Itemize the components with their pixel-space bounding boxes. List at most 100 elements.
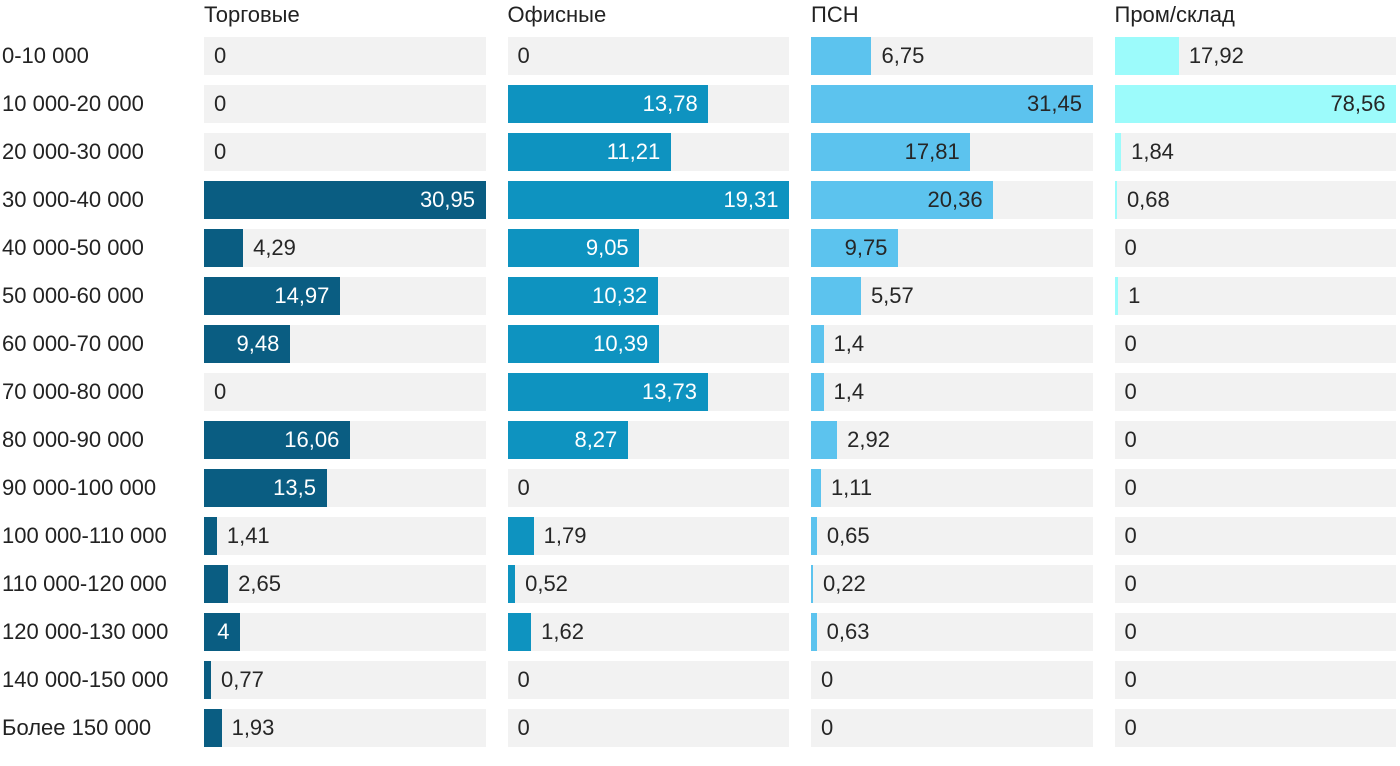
bar-fill <box>811 85 1093 123</box>
bar-track: 13,73 <box>507 373 789 411</box>
bar-fill <box>811 325 824 363</box>
bar-fill <box>507 421 629 459</box>
value-label: 16,06 <box>284 427 340 452</box>
bar-track: 1,62 <box>507 613 789 651</box>
bar-track: 10,39 <box>507 325 789 363</box>
bar-track: 16,06 <box>204 421 486 459</box>
bar-track: 1,41 <box>204 517 486 555</box>
bar-fill <box>811 229 899 267</box>
bar-track: 19,31 <box>507 181 789 219</box>
bar-fill <box>204 421 351 459</box>
value-label: 6,75 <box>881 43 925 68</box>
value-label: 0 <box>821 667 834 692</box>
bar-track: 1,4 <box>811 373 1093 411</box>
bar-track: 0 <box>811 661 1093 699</box>
column-header: Пром/склад <box>1114 2 1235 27</box>
row-label: 40 000-50 000 <box>2 235 144 260</box>
bar-track: 17,81 <box>811 133 1093 171</box>
column-header: Офисные <box>507 2 607 27</box>
value-label: 78,56 <box>1330 91 1386 116</box>
bar-fill <box>507 613 532 651</box>
bar-fill <box>507 133 671 171</box>
value-label: 13,5 <box>273 475 316 500</box>
bar-fill <box>507 85 709 123</box>
value-label: 11,21 <box>606 139 661 164</box>
bar-track: 20,36 <box>811 181 1093 219</box>
bar-track: 0,22 <box>811 565 1093 603</box>
row-label: 110 000-120 000 <box>2 571 167 596</box>
bar-track: 0 <box>1114 421 1396 459</box>
bar-track: 1,93 <box>204 709 486 747</box>
value-label: 2,65 <box>238 571 281 596</box>
value-label: 1,4 <box>833 379 865 404</box>
bar-track: 1 <box>1114 277 1396 315</box>
bar-track: 14,97 <box>204 277 486 315</box>
bar-fill <box>1114 277 1119 315</box>
value-label: 8,27 <box>574 427 618 452</box>
value-label: 17,92 <box>1188 43 1244 68</box>
bar-fill <box>1114 37 1179 75</box>
bar-fill <box>507 517 534 555</box>
value-label: 1,41 <box>226 523 270 548</box>
bar-track: 1,84 <box>1114 133 1396 171</box>
row-label: 60 000-70 000 <box>2 331 144 356</box>
bar-track: 0 <box>507 37 789 75</box>
bar-fill <box>811 373 824 411</box>
bar-track: 0 <box>507 661 789 699</box>
value-label: 9,05 <box>585 235 629 260</box>
bar-track: 0 <box>1114 661 1396 699</box>
value-label: 9,48 <box>236 331 280 356</box>
bar-fill <box>204 181 486 219</box>
value-label: 9,75 <box>844 235 888 260</box>
value-label: 0 <box>214 379 227 404</box>
bar-fill <box>1114 85 1396 123</box>
bar-track: 9,75 <box>811 229 1093 267</box>
value-label: 4 <box>217 619 230 644</box>
value-label: 0,77 <box>221 667 264 692</box>
bar-track: 17,92 <box>1114 37 1396 75</box>
bar-track: 0 <box>1114 709 1396 747</box>
bar-fill <box>507 277 658 315</box>
value-label: 0,22 <box>822 571 866 596</box>
bar-track: 0 <box>204 373 486 411</box>
bar-track: 4,29 <box>204 229 486 267</box>
value-label: 0 <box>1124 619 1137 644</box>
value-label: 1,62 <box>541 619 584 644</box>
bar-fill <box>811 181 994 219</box>
bar-track: 0,77 <box>204 661 486 699</box>
value-label: 0 <box>517 667 530 692</box>
bar-track: 1,4 <box>811 325 1093 363</box>
bar-fill <box>204 517 217 555</box>
bar-track: 0 <box>1114 469 1396 507</box>
value-label: 0,63 <box>826 619 870 644</box>
bar-fill <box>1114 133 1122 171</box>
bar-fill <box>507 325 659 363</box>
row-label: 140 000-150 000 <box>2 667 169 692</box>
value-label: 0 <box>214 91 227 116</box>
value-label: 0 <box>1124 379 1137 404</box>
value-label: 0,52 <box>525 571 568 596</box>
value-label: 1,4 <box>833 331 865 356</box>
bar-track: 0 <box>1114 325 1396 363</box>
bar-fill <box>204 661 211 699</box>
bar-track: 9,48 <box>204 325 486 363</box>
value-label: 2,92 <box>847 427 890 452</box>
value-label: 0 <box>214 139 227 164</box>
bar-track: 11,21 <box>507 133 789 171</box>
value-label: 0 <box>1124 475 1137 500</box>
bar-track: 0,63 <box>811 613 1093 651</box>
row-label: 120 000-130 000 <box>2 619 169 644</box>
bar-fill <box>507 181 789 219</box>
bar-track: 2,92 <box>811 421 1093 459</box>
bar-fill <box>204 325 291 363</box>
bar-track: 0 <box>204 37 486 75</box>
bar-track: 0 <box>1114 373 1396 411</box>
value-label: 10,39 <box>593 331 649 356</box>
value-label: 0 <box>1124 235 1137 260</box>
value-label: 0,65 <box>826 523 870 548</box>
bar-track: 9,05 <box>507 229 789 267</box>
value-label: 31,45 <box>1026 91 1082 116</box>
bar-fill <box>204 565 229 603</box>
value-label: 17,81 <box>904 139 960 164</box>
value-label: 0 <box>517 475 530 500</box>
